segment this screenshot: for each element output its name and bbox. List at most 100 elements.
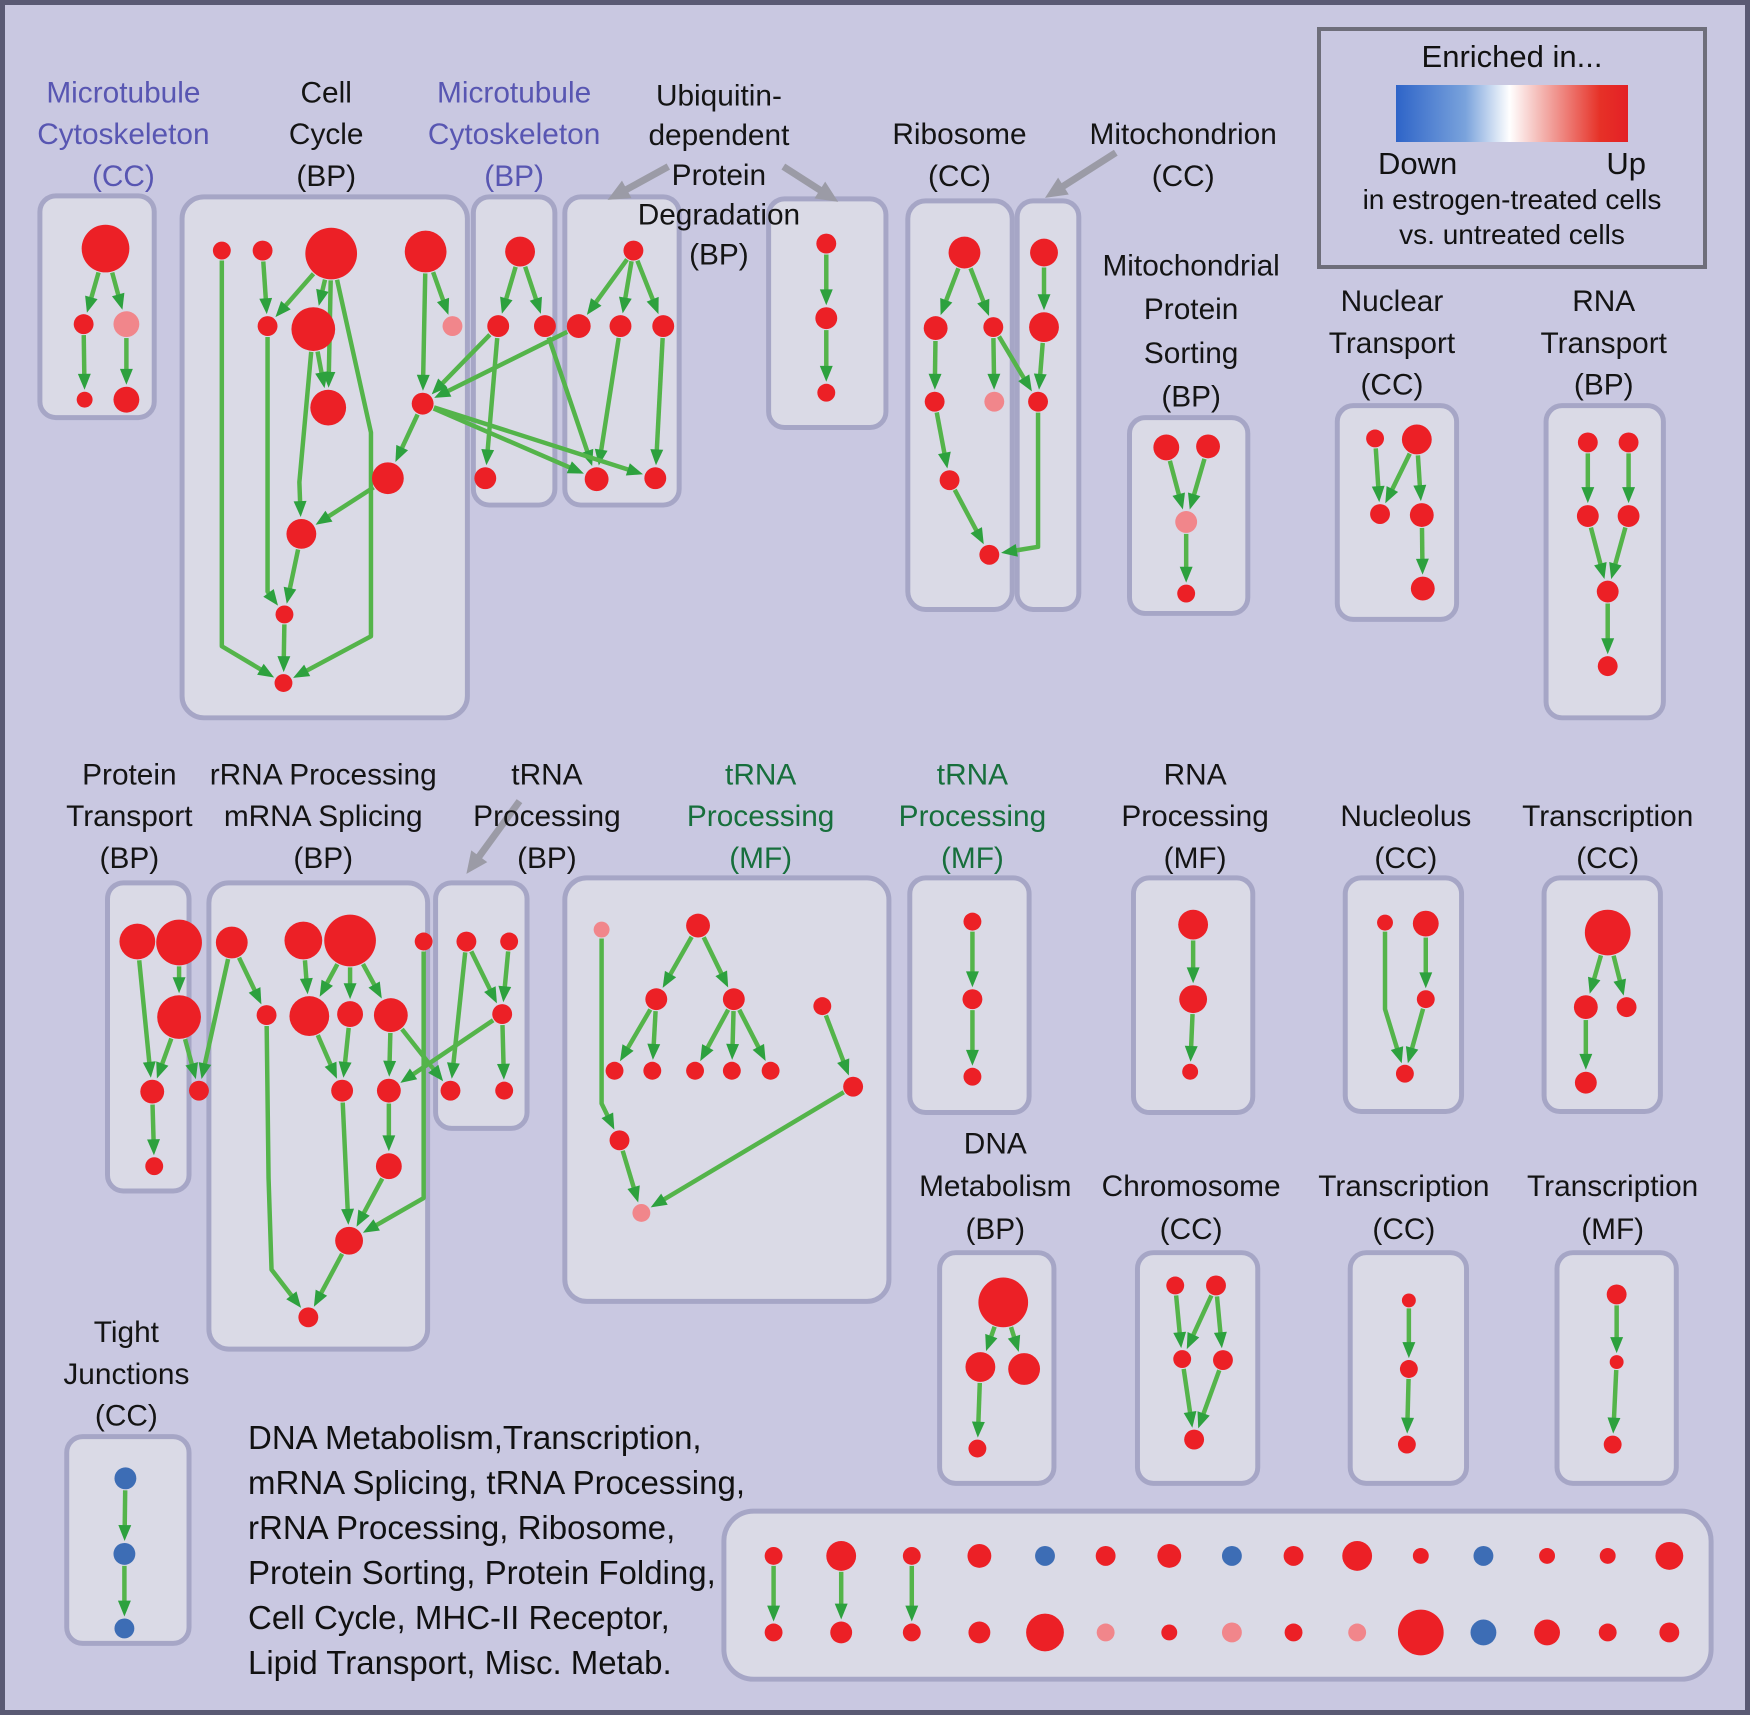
edge-st1-sb1-head (767, 1605, 781, 1622)
node-sb8 (1221, 1622, 1242, 1643)
edge-u2-c9 (444, 329, 569, 395)
edge-r3-mt3 (997, 335, 1028, 382)
edge-c3-c13 (303, 279, 374, 674)
group-label-cell-cycle-bp-line1: Cycle (289, 118, 364, 151)
group-label-chromosome-cc-line1: (CC) (1160, 1213, 1223, 1246)
group-label-nucleolus-cc-line0: Nucleolus (1340, 800, 1471, 833)
edge-rt2-rt4-head (1622, 487, 1636, 504)
node-r4 (924, 391, 945, 412)
node-g11 (632, 1203, 651, 1222)
edge-q2-q3-head (1184, 1045, 1198, 1062)
edge-r4-r6-head (938, 451, 951, 469)
group-label-dna-metabolism-bp-line2: (BP) (965, 1213, 1025, 1246)
edge-v1-v2-head (819, 289, 833, 306)
node-st13 (1539, 1547, 1556, 1564)
edge-mc1-mc2-head (85, 295, 98, 313)
edge-r1-r2-head (940, 297, 953, 316)
edge-r1-r2 (943, 267, 961, 304)
group-label-mitochondrial-protein-sorting-bp-line3: (BP) (1161, 381, 1221, 414)
edge-g3-g5-head (619, 1044, 634, 1062)
edge-rr8-rr10 (387, 1032, 393, 1064)
legend-title: Enriched in... (1421, 39, 1603, 74)
edge-nt1-nt3-head (1371, 485, 1385, 503)
group-label-transcription-cc-mid-line1: (CC) (1576, 842, 1639, 875)
group-label-transcription-cc-mid-line0: Transcription (1522, 800, 1693, 833)
node-nu4 (1395, 1064, 1414, 1083)
edge-ch4-ch5 (1200, 1369, 1222, 1417)
node-g1 (593, 921, 610, 938)
node-mc3 (113, 311, 140, 338)
group-label-microtubule-cytoskeleton-bp-line1: Cytoskeleton (428, 118, 600, 151)
node-p1 (119, 923, 156, 960)
edge-nt2-nt3-head (1385, 486, 1399, 504)
group-box-rna-transport-bp (1543, 403, 1666, 721)
node-ch2 (1206, 1275, 1226, 1296)
node-rr1 (215, 926, 248, 959)
edge-c4-c7-head (436, 297, 450, 315)
edge-t2-t3 (502, 951, 511, 990)
annotation-arrow-2-head (1045, 177, 1069, 198)
node-u4 (652, 315, 675, 338)
misc-line: mRNA Splicing, tRNA Processing, (248, 1464, 746, 1501)
edge-mc1-mc2 (88, 271, 101, 301)
edge-rr8-rr10-head (383, 1060, 397, 1077)
node-rt6 (1597, 656, 1618, 677)
group-label-ubiquitin-dependent-protein-degradation-bp-line0: Ubiquitin- (656, 79, 782, 112)
edge-rr7-rr9 (342, 1027, 351, 1066)
node-rr6 (289, 996, 330, 1036)
edge-rr8-t4-head (428, 1064, 444, 1082)
edge-rt1-rt3-head (1581, 487, 1595, 504)
node-rt4 (1617, 505, 1640, 527)
network-canvas: Microtubule Cytoskeleton (CC) Cell Cycle (BP)… (37, 76, 1714, 1682)
edge-nt2-nt3 (1389, 452, 1412, 493)
node-st1 (764, 1546, 783, 1565)
node-s2 (1196, 434, 1220, 459)
node-c8 (310, 389, 347, 426)
group-label-ribosome-cc-line0: Ribosome (892, 118, 1026, 151)
group-label-microtubule-cytoskeleton-cc-line2: (CC) (92, 160, 155, 193)
node-g7 (686, 1061, 705, 1080)
edge-m1-m2-head (500, 296, 513, 314)
group-box-trna-processing-mf-1 (562, 875, 892, 1304)
edge-s1-s3 (1167, 460, 1182, 498)
edge-r6-r7-head (970, 527, 984, 545)
edge-tj1-tj2-head (118, 1524, 132, 1541)
misc-line: Protein Sorting, Protein Folding, (248, 1554, 716, 1591)
misc-line: Cell Cycle, MHC-II Receptor, (248, 1599, 670, 1636)
node-tc1 (1584, 909, 1631, 956)
node-sb4 (968, 1621, 991, 1644)
edge-c9-u6 (433, 405, 632, 473)
node-r6 (939, 470, 960, 491)
legend-up-label: Up (1606, 146, 1646, 181)
group-label-ubiquitin-dependent-protein-degradation-bp-line1: dependent (648, 119, 790, 152)
annotation-arrow-0-head (607, 180, 632, 200)
edge-m2-m4-head (481, 448, 495, 466)
edge-c10-c11 (325, 485, 375, 520)
group-label-trna-processing-mf-2-line0: tRNA (937, 758, 1008, 791)
edge-nu1-nu4-head (1390, 1046, 1404, 1064)
edge-tc2-tc4-head (1579, 1053, 1593, 1070)
edge-tb2-tb3-head (1401, 1417, 1415, 1434)
edge-tc1-tc3 (1611, 955, 1623, 984)
node-m3 (534, 315, 556, 338)
node-t5 (495, 1081, 514, 1100)
edge-g12-g11 (660, 1090, 845, 1203)
edge-u1-u4 (635, 259, 656, 303)
edge-g4-g7 (704, 1008, 731, 1051)
group-box-nuclear-transport-cc (1334, 403, 1460, 622)
edge-nt2-nt4 (1415, 455, 1423, 489)
edge-rr2-rr6-head (299, 977, 313, 995)
node-h1 (963, 912, 982, 931)
node-sb2 (830, 1621, 853, 1644)
node-r2 (923, 316, 948, 341)
group-label-microtubule-cytoskeleton-cc-line0: Microtubule (46, 76, 200, 109)
edge-r6-r7 (952, 488, 980, 534)
node-rr4 (414, 932, 433, 951)
node-sb13 (1534, 1619, 1560, 1646)
edge-p2-p3-head (172, 977, 186, 994)
edge-q2-q3 (1188, 1013, 1195, 1049)
legend: Enriched in... Down Up in estrogen-treat… (1317, 27, 1707, 269)
edge-p3-p4 (159, 1037, 174, 1068)
edge-g2-g4 (701, 936, 725, 977)
node-m2 (487, 315, 510, 338)
